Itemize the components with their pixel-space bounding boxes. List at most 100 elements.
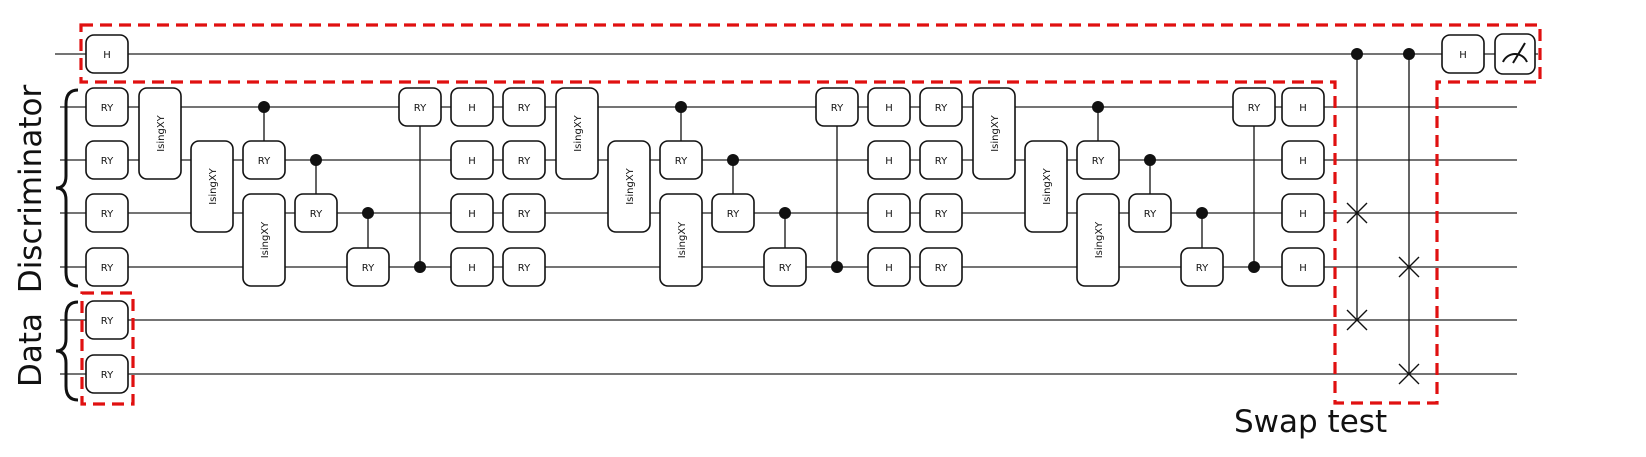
discriminator-brace: [55, 88, 79, 288]
highlight-boxes: [55, 23, 1542, 406]
layer-1-cry-gate-1: [242, 140, 286, 180]
cswap-2-swap-cross-b: [1398, 363, 1420, 385]
layer-1-isingxy-gate-3-label: IsingXY: [260, 221, 271, 258]
layer-3-h-gate-3-label: H: [885, 209, 893, 220]
init-ry-gate-1: [85, 87, 129, 127]
layer-2-cry-gate-4-label: RY: [831, 103, 844, 114]
layer-1-cry-gate-2-control-dot: [310, 154, 322, 166]
layer-3-cry-gate-2-control-dot: [1144, 154, 1156, 166]
layer-3-cry-gate-1-label: RY: [1092, 156, 1105, 167]
layer-2-isingxy-gate-3: [659, 193, 703, 287]
layer-2-h-gate-2-label: H: [468, 156, 476, 167]
layer-2-h-gate-2: [450, 140, 494, 180]
layer-3-h-gate-4-label: H: [885, 263, 893, 274]
layer-3-isingxy-gate-1-label: IsingXY: [990, 114, 1001, 151]
layer-2-isingxy-gate-2: [607, 140, 651, 233]
layer-3-cry-gate-3: [1180, 247, 1224, 287]
layer-3-cry-gate-2: [1128, 193, 1172, 233]
layer-2-cry-gate-1-label: RY: [675, 156, 688, 167]
final-h-gate-2: [1281, 140, 1325, 180]
layer-3-ry-gate-3-label: RY: [935, 209, 948, 220]
layer-1-cry-gate-1-label: RY: [258, 156, 271, 167]
cswap-1-control-dot: [1351, 48, 1363, 60]
layer-2-ry-gate-4: [502, 247, 546, 287]
layer-2-cry-gate-4-control-dot: [831, 261, 843, 273]
layer-2-h-gate-3: [450, 193, 494, 233]
layer-1-isingxy-gate-2-label: IsingXY: [208, 167, 219, 204]
init-ry-gate-6: [85, 354, 129, 394]
cswap-1-swap-cross-a: [1346, 202, 1368, 224]
cswap-2-swap-cross-a: [1398, 256, 1420, 278]
layer-1-cry-gate-2: [294, 193, 338, 233]
layer-2-ry-gate-2: [502, 140, 546, 180]
layer-3-ry-gate-1-label: RY: [935, 103, 948, 114]
init-ry-gate-5-label: RY: [101, 316, 114, 327]
init-ry-gate-5: [85, 300, 129, 340]
layer-2-h-gate-4: [450, 247, 494, 287]
layer-1-isingxy-gate-1: [138, 87, 182, 180]
gates: H RY RY RY RY RY RY IsingXY IsingXY IsingXY RY RY RY…: [85, 33, 1536, 394]
layer-3-cry-gate-3-label: RY: [1196, 263, 1209, 274]
init-ry-gate-3-label: RY: [101, 209, 114, 220]
init-ry-gate-1-label: RY: [101, 103, 114, 114]
layer-2-ry-gate-3-label: RY: [518, 209, 531, 220]
final-h-gate-4: [1281, 247, 1325, 287]
layer-2-ry-gate-1-label: RY: [518, 103, 531, 114]
layer-2-isingxy-gate-1-label: IsingXY: [573, 114, 584, 151]
layer-2-isingxy-gate-1: [555, 87, 599, 180]
layer-3-cry-gate-1: [1076, 140, 1120, 180]
swap-test-h-gate: [1441, 34, 1485, 74]
final-h-gate-1-label: H: [1299, 103, 1307, 114]
layer-3-h-gate-2-label: H: [885, 156, 893, 167]
layer-3-h-gate-1: [867, 87, 911, 127]
discriminator-label: Discriminator: [13, 85, 49, 294]
layer-1-cry-gate-3-control-dot: [362, 207, 374, 219]
layer-3-h-gate-3: [867, 193, 911, 233]
layer-3-h-gate-1-label: H: [885, 103, 893, 114]
layer-1-cry-gate-4: [398, 87, 442, 127]
layer-3-h-gate-2: [867, 140, 911, 180]
swap-test-label: Swap test: [1234, 404, 1387, 440]
layer-1-cry-gate-1-control-dot: [258, 101, 270, 113]
layer-2-cry-gate-3-control-dot: [779, 207, 791, 219]
layer-3-ry-gate-4-label: RY: [935, 263, 948, 274]
init-ry-gate-4-label: RY: [101, 263, 114, 274]
cswap-2-control-dot: [1403, 48, 1415, 60]
data-highlight-box: [80, 291, 135, 406]
final-h-gate-3: [1281, 193, 1325, 233]
layer-3-cry-gate-2-label: RY: [1144, 209, 1157, 220]
layer-3-isingxy-gate-1: [972, 87, 1016, 180]
layer-3-isingxy-gate-2: [1024, 140, 1068, 233]
layer-2-ry-gate-4-label: RY: [518, 263, 531, 274]
layer-3-ry-gate-2-label: RY: [935, 156, 948, 167]
layer-1-cry-gate-2-label: RY: [310, 209, 323, 220]
layer-2-cry-gate-1-control-dot: [675, 101, 687, 113]
layer-1-cry-gate-4-label: RY: [414, 103, 427, 114]
final-h-gate-2-label: H: [1299, 156, 1307, 167]
layer-3-isingxy-gate-3-label: IsingXY: [1094, 221, 1105, 258]
layer-2-ry-gate-1: [502, 87, 546, 127]
layer-3-isingxy-gate-2-label: IsingXY: [1042, 167, 1053, 204]
layer-3-ry-gate-1: [919, 87, 963, 127]
init-ry-gate-6-label: RY: [101, 370, 114, 381]
init-ry-gate-2: [85, 140, 129, 180]
layer-2-cry-gate-3: [763, 247, 807, 287]
layer-3-cry-gate-1-control-dot: [1092, 101, 1104, 113]
swap-test-highlight-box: [79, 23, 1542, 405]
layer-3-cry-gate-3-control-dot: [1196, 207, 1208, 219]
layer-2-cry-gate-4: [815, 87, 859, 127]
layer-1-isingxy-gate-1-label: IsingXY: [156, 114, 167, 151]
data-label: Data: [13, 313, 49, 387]
init-ry-gate-3: [85, 193, 129, 233]
measurement-needle-icon: [1512, 42, 1526, 64]
layer-2-h-gate-1: [450, 87, 494, 127]
layer-2-h-gate-4-label: H: [468, 263, 476, 274]
group-labels: Discriminator Data Swap test: [13, 85, 1387, 440]
layer-3-ry-gate-2: [919, 140, 963, 180]
layer-1-cry-gate-3-label: RY: [362, 263, 375, 274]
init-ry-gate-4: [85, 247, 129, 287]
layer-2-h-gate-1-label: H: [468, 103, 476, 114]
swap-test-h-gate-label: H: [1459, 50, 1467, 61]
